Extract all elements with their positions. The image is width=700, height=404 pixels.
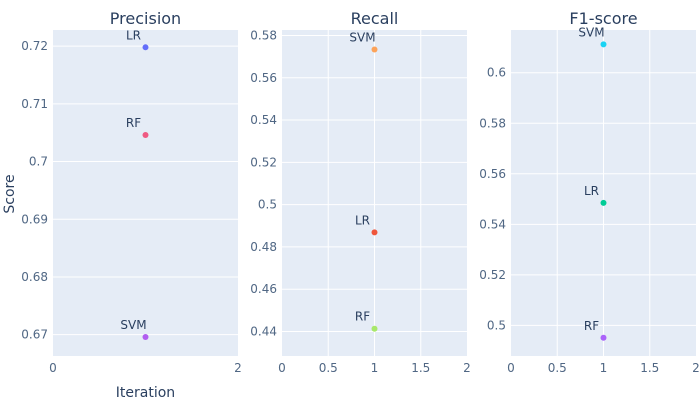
subplot-title: F1-score — [569, 9, 637, 28]
data-point — [600, 41, 607, 48]
y-tick-label: 0.67 — [21, 328, 48, 342]
x-tick-label: 2 — [463, 361, 471, 375]
data-label: LR — [126, 28, 141, 42]
x-tick-label: 2 — [692, 361, 700, 375]
x-tick-label: 0 — [49, 361, 57, 375]
data-point — [371, 46, 378, 53]
x-tick-label: 2 — [234, 361, 242, 375]
x-tick-label: 0.5 — [548, 361, 567, 375]
x-tick-label: 0 — [507, 361, 515, 375]
y-tick-label: 0.56 — [250, 71, 277, 85]
x-tick-label: 1.5 — [411, 361, 430, 375]
data-label: SVM — [120, 318, 146, 332]
subplot-title: Recall — [351, 9, 399, 28]
data-point — [600, 199, 607, 206]
data-label: RF — [584, 319, 599, 333]
data-label: LR — [584, 184, 599, 198]
plot-area-1 — [53, 30, 238, 356]
data-point — [142, 44, 149, 51]
subplot-title: Precision — [110, 9, 181, 28]
y-tick-label: 0.56 — [479, 167, 506, 181]
data-point — [142, 333, 149, 340]
y-tick-label: 0.5 — [487, 318, 506, 332]
data-point — [371, 325, 378, 332]
data-label: SVM — [349, 30, 375, 44]
y-tick-label: 0.58 — [250, 28, 277, 42]
data-label: SVM — [578, 25, 604, 39]
y-tick-label: 0.5 — [258, 198, 277, 212]
x-tick-label: 1 — [600, 361, 608, 375]
y-tick-label: 0.46 — [250, 282, 277, 296]
x-tick-label: 0 — [278, 361, 286, 375]
y-tick-label: 0.44 — [250, 324, 277, 338]
x-axis-title: Iteration — [116, 385, 175, 400]
y-tick-label: 0.69 — [21, 212, 48, 226]
data-label: LR — [355, 213, 370, 227]
y-tick-label: 0.54 — [250, 113, 277, 127]
y-tick-label: 0.52 — [479, 268, 506, 282]
y-tick-label: 0.6 — [487, 66, 506, 80]
x-tick-label: 1.5 — [640, 361, 659, 375]
y-tick-label: 0.71 — [21, 97, 48, 111]
data-point — [371, 229, 378, 236]
y-tick-label: 0.68 — [21, 270, 48, 284]
y-tick-label: 0.7 — [29, 155, 48, 169]
y-tick-label: 0.52 — [250, 155, 277, 169]
x-tick-label: 0.5 — [319, 361, 338, 375]
y-tick-label: 0.72 — [21, 39, 48, 53]
y-tick-label: 0.58 — [479, 116, 506, 130]
data-point — [142, 132, 149, 139]
y-axis-title: Score — [2, 174, 18, 213]
data-label: RF — [355, 310, 370, 324]
y-tick-label: 0.54 — [479, 217, 506, 231]
data-point — [600, 334, 607, 341]
y-tick-label: 0.48 — [250, 240, 277, 254]
x-tick-label: 1 — [371, 361, 379, 375]
data-label: RF — [126, 116, 141, 130]
